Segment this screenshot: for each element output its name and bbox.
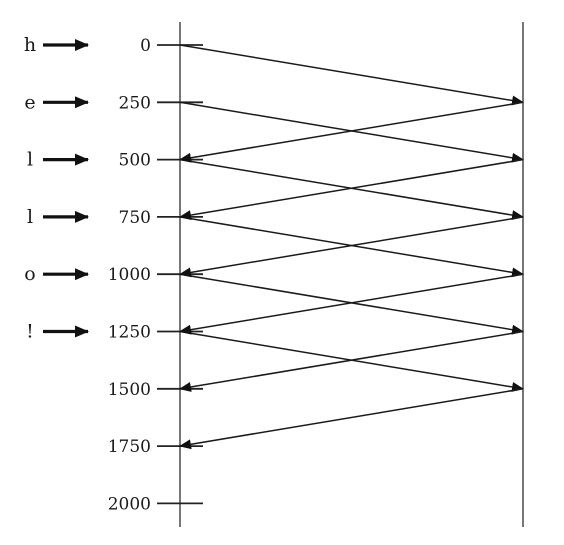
echo-arrow — [179, 158, 524, 221]
character-label: e — [24, 91, 35, 113]
tick-label: 1000 — [108, 265, 151, 285]
character-label: l — [27, 206, 33, 228]
tick-label: 500 — [119, 151, 151, 171]
echo-arrow — [179, 101, 524, 163]
time-axis: 0 250 500 750 1000 1250 1500 1750 2000 — [108, 36, 203, 514]
character-label: o — [24, 263, 35, 285]
echo-arrow — [179, 273, 524, 335]
character-label: ! — [26, 321, 34, 343]
tick-label: 1500 — [108, 380, 151, 400]
message-arrows — [179, 44, 524, 450]
tick-label: 1250 — [108, 323, 151, 343]
tick-label: 0 — [140, 36, 151, 56]
outgoing-arrow — [179, 44, 524, 106]
echo-arrow — [179, 388, 524, 450]
tick-label: 250 — [119, 93, 151, 113]
character-label: l — [27, 149, 33, 171]
tick-label: 750 — [119, 208, 151, 228]
tick-label: 1750 — [108, 437, 151, 457]
character-labels: h e l l o! — [24, 34, 89, 343]
tick-label: 2000 — [108, 494, 151, 514]
echo-arrow — [179, 330, 524, 392]
echo-arrow — [179, 216, 524, 278]
character-label: h — [24, 34, 36, 56]
